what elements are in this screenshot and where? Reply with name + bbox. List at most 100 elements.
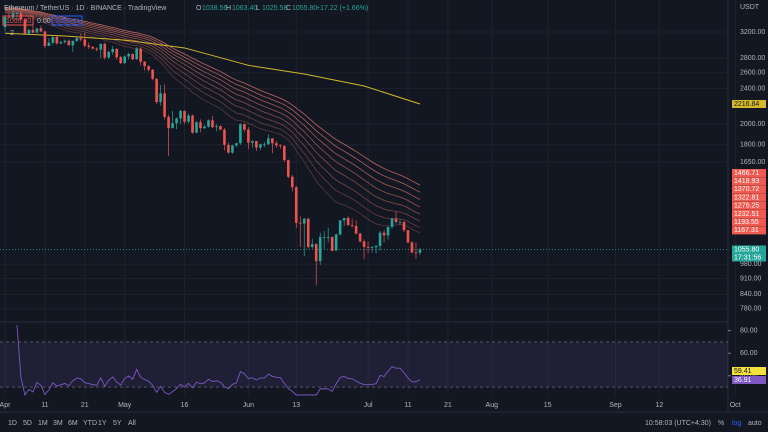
candle-body: [358, 233, 362, 242]
ribbon-label: 1232.51: [734, 211, 759, 218]
ribbon-label-bg: [732, 193, 766, 202]
candle-body: [330, 237, 334, 251]
rsi-label-bg: [732, 367, 766, 375]
candle-body: [283, 145, 286, 161]
ribbon-line: [4, 10, 421, 215]
candle-body: [147, 66, 150, 70]
candle-body: [406, 230, 410, 243]
candle-body: [271, 138, 274, 144]
x-tick-label: 21: [81, 402, 89, 409]
ribbon-line: [4, 11, 421, 228]
range-button[interactable]: All: [128, 420, 136, 427]
candle-body: [322, 237, 326, 238]
candle-body: [275, 143, 278, 146]
rsi-band: [0, 341, 728, 388]
y-tick-label: 1800.00: [740, 142, 765, 149]
range-button[interactable]: YTD: [83, 420, 97, 427]
candle-body: [314, 244, 318, 262]
candle-body: [362, 241, 366, 247]
candle-body: [79, 38, 83, 40]
candle-body: [95, 48, 99, 50]
range-button[interactable]: 5Y: [113, 420, 122, 427]
range-button[interactable]: 1M: [38, 420, 48, 427]
candle-body: [119, 57, 123, 64]
candle-body: [191, 115, 194, 133]
ohlc-h_label: H: [226, 5, 231, 12]
currency: USDT: [740, 4, 760, 11]
candle-body: [127, 54, 130, 57]
candle-body: [418, 249, 422, 253]
indicator-count: 2: [10, 30, 14, 37]
range-button[interactable]: 3M: [53, 420, 63, 427]
candle-body: [263, 144, 266, 146]
candle-body: [123, 56, 126, 64]
rsi-tick-label: 80.00: [740, 327, 758, 334]
y-tick-label: 3200.00: [740, 29, 765, 36]
candle-body: [215, 126, 218, 128]
candle-body: [15, 13, 19, 15]
range-button[interactable]: 6M: [68, 420, 78, 427]
ma200-label: 2216.84: [734, 101, 759, 108]
candle-body: [75, 38, 79, 41]
candle-body: [334, 234, 338, 251]
candle-body: [99, 44, 103, 50]
buy-box[interactable]: [51, 15, 83, 26]
candle-body: [103, 44, 107, 58]
clock: 10:58:03 (UTC+4:30): [645, 420, 711, 427]
candle-body: [326, 237, 330, 238]
x-tick-label: 15: [544, 402, 552, 409]
ribbon-label-bg: [732, 226, 766, 235]
candle-body: [370, 247, 374, 249]
x-tick-label: Apr: [0, 402, 11, 409]
ribbon-label: 1276.25: [734, 203, 759, 210]
y-tick-label: 1650.00: [740, 159, 765, 166]
x-tick-label: Sep: [609, 402, 622, 409]
buy-price: 1055.81: [55, 18, 80, 25]
candle-body: [151, 69, 154, 79]
candle-body: [243, 124, 246, 130]
rsi-label-bg: [732, 376, 766, 384]
candle-body: [71, 40, 75, 46]
auto-toggle[interactable]: auto: [748, 420, 762, 427]
candle-body: [350, 225, 354, 227]
candle-body: [366, 246, 370, 248]
y-tick-label: 980.00: [740, 261, 762, 268]
percent-toggle[interactable]: %: [718, 420, 724, 427]
ribbon-line: [4, 7, 421, 193]
candle-body: [223, 129, 226, 145]
candle-body: [235, 143, 238, 146]
x-tick-label: Jul: [364, 402, 373, 409]
range-button[interactable]: 5D: [23, 420, 32, 427]
candle-body: [199, 122, 202, 129]
candle-body: [394, 218, 398, 222]
rsi-label: 36.91: [734, 377, 752, 384]
candle-body: [47, 42, 51, 46]
candle-body: [83, 39, 87, 46]
ribbon-line: [4, 11, 421, 222]
range-button[interactable]: 1D: [8, 420, 17, 427]
candle-body: [35, 28, 39, 33]
ma200-label-bg: [732, 99, 766, 108]
x-tick-label: 12: [655, 402, 663, 409]
ribbon-label-bg: [732, 210, 766, 218]
last-price-label: 1055.80: [734, 246, 759, 253]
rsi-label: 59.41: [734, 368, 752, 375]
ribbon-line: [4, 8, 421, 200]
candle-body: [239, 124, 242, 144]
x-tick-label: Jun: [243, 402, 254, 409]
ribbon-label-bg: [732, 218, 766, 227]
countdown-label-bg: [732, 253, 766, 262]
x-tick-label: 11: [41, 402, 48, 409]
candle-body: [294, 187, 298, 223]
range-button[interactable]: 1Y: [98, 420, 107, 427]
ribbon-label-bg: [732, 201, 766, 210]
candle-body: [306, 218, 310, 247]
spread: 0.00: [37, 18, 51, 25]
ribbon-label: 1193.55: [734, 219, 759, 226]
candle-body: [111, 48, 115, 52]
ohlc-l: 1025.58: [262, 5, 287, 12]
log-toggle[interactable]: log: [732, 420, 741, 427]
sell-box[interactable]: [2, 15, 34, 26]
candle-body: [143, 61, 146, 67]
